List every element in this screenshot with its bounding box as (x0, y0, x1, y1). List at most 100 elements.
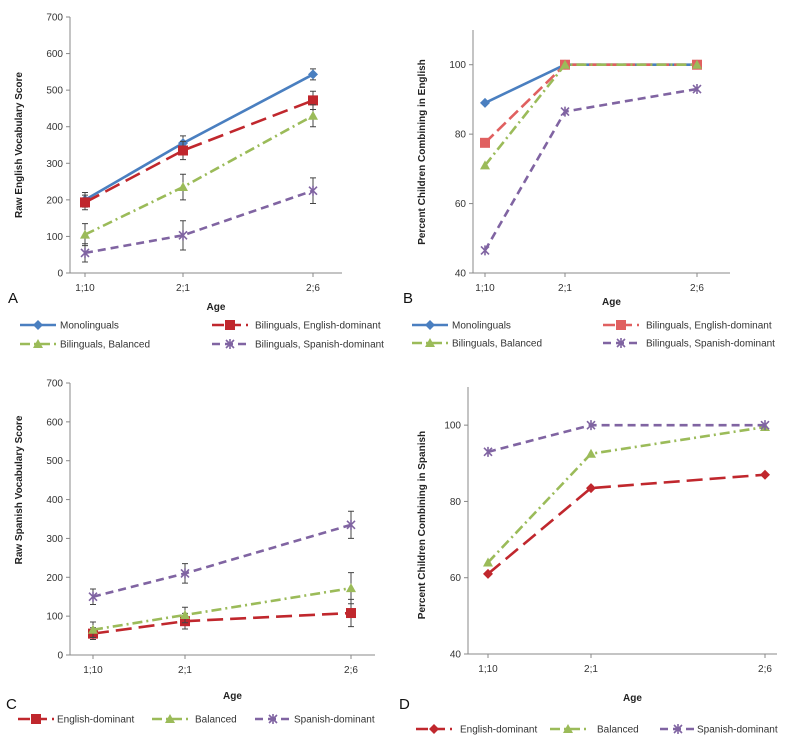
y-tick-label: 100 (449, 60, 466, 71)
y-axis-label: Raw English Vocabulary Score (14, 72, 25, 218)
legend-label: Spanish-dominant (697, 725, 778, 736)
y-tick-label: 700 (46, 13, 63, 24)
data-point (483, 446, 493, 457)
x-axis-label: Age (207, 302, 226, 313)
series-line (92, 611, 352, 635)
data-point (586, 420, 596, 431)
data-point (80, 247, 90, 258)
series-line (84, 99, 314, 204)
series-line (84, 189, 314, 255)
series-bilinguals-english-dominant (80, 90, 318, 211)
data-point (180, 568, 190, 579)
series-line (484, 63, 697, 105)
data-point (346, 583, 356, 593)
legend: Monolinguals Bilinguals, English-dominant… (20, 320, 384, 351)
x-tick-label: 1;10 (475, 283, 495, 294)
x-axis-label: Age (223, 691, 242, 702)
series-line (484, 63, 697, 144)
y-tick-label: 200 (46, 573, 63, 584)
data-point (346, 608, 356, 619)
legend-label: Spanish-dominant (294, 715, 375, 726)
y-tick-label: 40 (450, 650, 462, 661)
x-tick-label: 2;6 (344, 665, 358, 676)
data-point (88, 591, 98, 602)
x-tick-label: 2;1 (584, 664, 598, 675)
panel-label: B (403, 290, 413, 307)
data-point (80, 197, 90, 208)
y-tick-label: 500 (46, 456, 63, 467)
data-point (308, 185, 318, 196)
data-point (178, 182, 188, 192)
chart-panel-b: 40 60 80 100 1;10 2;1 2;6 Percent Children Comb… (403, 30, 775, 350)
x-tick-label: 2;1 (178, 665, 192, 676)
legend-label: Bilinguals, Balanced (60, 340, 150, 351)
legend-label: English-dominant (460, 725, 537, 736)
y-tick-label: 400 (46, 495, 63, 506)
legend: English-dominant Balanced Spanish-dominant (18, 714, 375, 726)
data-point (586, 448, 596, 458)
y-tick-label: 0 (57, 269, 63, 280)
legend-label: Bilinguals, Spanish-dominant (646, 339, 775, 350)
panel-label: D (399, 696, 410, 713)
legend-marker (225, 320, 235, 330)
x-tick-label: 2;6 (758, 664, 772, 675)
legend-label: Monolinguals (452, 321, 511, 332)
series-line (92, 523, 352, 598)
data-point (692, 59, 702, 69)
chart-panel-c: 0 100 200 300 400 500 600 700 1;10 2;1 2;6 Raw Span… (6, 379, 375, 726)
data-point (480, 160, 490, 170)
series-monolinguals (480, 59, 702, 108)
series-bilinguals-spanish-dominant (80, 177, 318, 263)
x-tick-label: 2;6 (690, 283, 704, 294)
series-line (483, 63, 697, 167)
series-bilinguals-english-dominant (480, 59, 702, 148)
data-point (760, 420, 770, 431)
legend-marker (429, 724, 439, 734)
legend: Monolinguals Bilinguals, English-dominant… (412, 320, 775, 350)
series-line (487, 425, 766, 564)
legend-marker (673, 724, 683, 734)
legend-marker (616, 320, 626, 330)
legend-marker (425, 338, 435, 347)
chart-panel-a: 0 100 200 300 400 500 600 700 1;10 2;1 2;6 Raw Engl… (8, 13, 384, 351)
legend-label: Bilinguals, Spanish-dominant (255, 340, 384, 351)
x-axis-label: Age (602, 297, 621, 308)
y-tick-label: 600 (46, 49, 63, 60)
data-point (88, 624, 98, 634)
series-bilinguals-balanced (480, 59, 702, 170)
data-point (346, 519, 356, 530)
series-bilinguals-balanced (80, 104, 318, 247)
y-axis-label: Raw Spanish Vocabulary Score (14, 415, 25, 564)
y-axis-label: Percent Children Combining in English (417, 59, 428, 245)
legend-label: Balanced (597, 725, 639, 736)
data-point (760, 469, 770, 480)
legend-label: Bilinguals, English-dominant (646, 321, 772, 332)
series-balanced (88, 572, 356, 639)
y-tick-label: 60 (450, 573, 462, 584)
legend-marker (165, 714, 175, 723)
legend-marker (225, 339, 235, 349)
series-english-dominant (88, 598, 356, 640)
legend-marker (425, 320, 435, 330)
series-balanced (483, 422, 770, 567)
y-tick-label: 80 (450, 497, 462, 508)
data-point (308, 95, 318, 106)
legend-marker (268, 714, 278, 724)
panel-label: C (6, 696, 17, 713)
x-tick-label: 1;10 (75, 283, 95, 294)
legend-label: English-dominant (57, 715, 134, 726)
x-tick-label: 2;6 (306, 283, 320, 294)
chart-panel-d: 40 60 80 100 1;10 2;1 2;6 Percent Children Comb… (399, 387, 778, 736)
series-line (84, 73, 314, 201)
y-tick-label: 80 (455, 130, 467, 141)
series-bilinguals-spanish-dominant (480, 84, 702, 256)
y-tick-label: 400 (46, 122, 63, 133)
data-point (480, 137, 490, 148)
data-point (560, 106, 570, 117)
series-english-dominant (483, 469, 770, 579)
data-point (692, 84, 702, 95)
y-tick-label: 700 (46, 379, 63, 390)
data-point (178, 230, 188, 241)
data-point (80, 229, 90, 239)
